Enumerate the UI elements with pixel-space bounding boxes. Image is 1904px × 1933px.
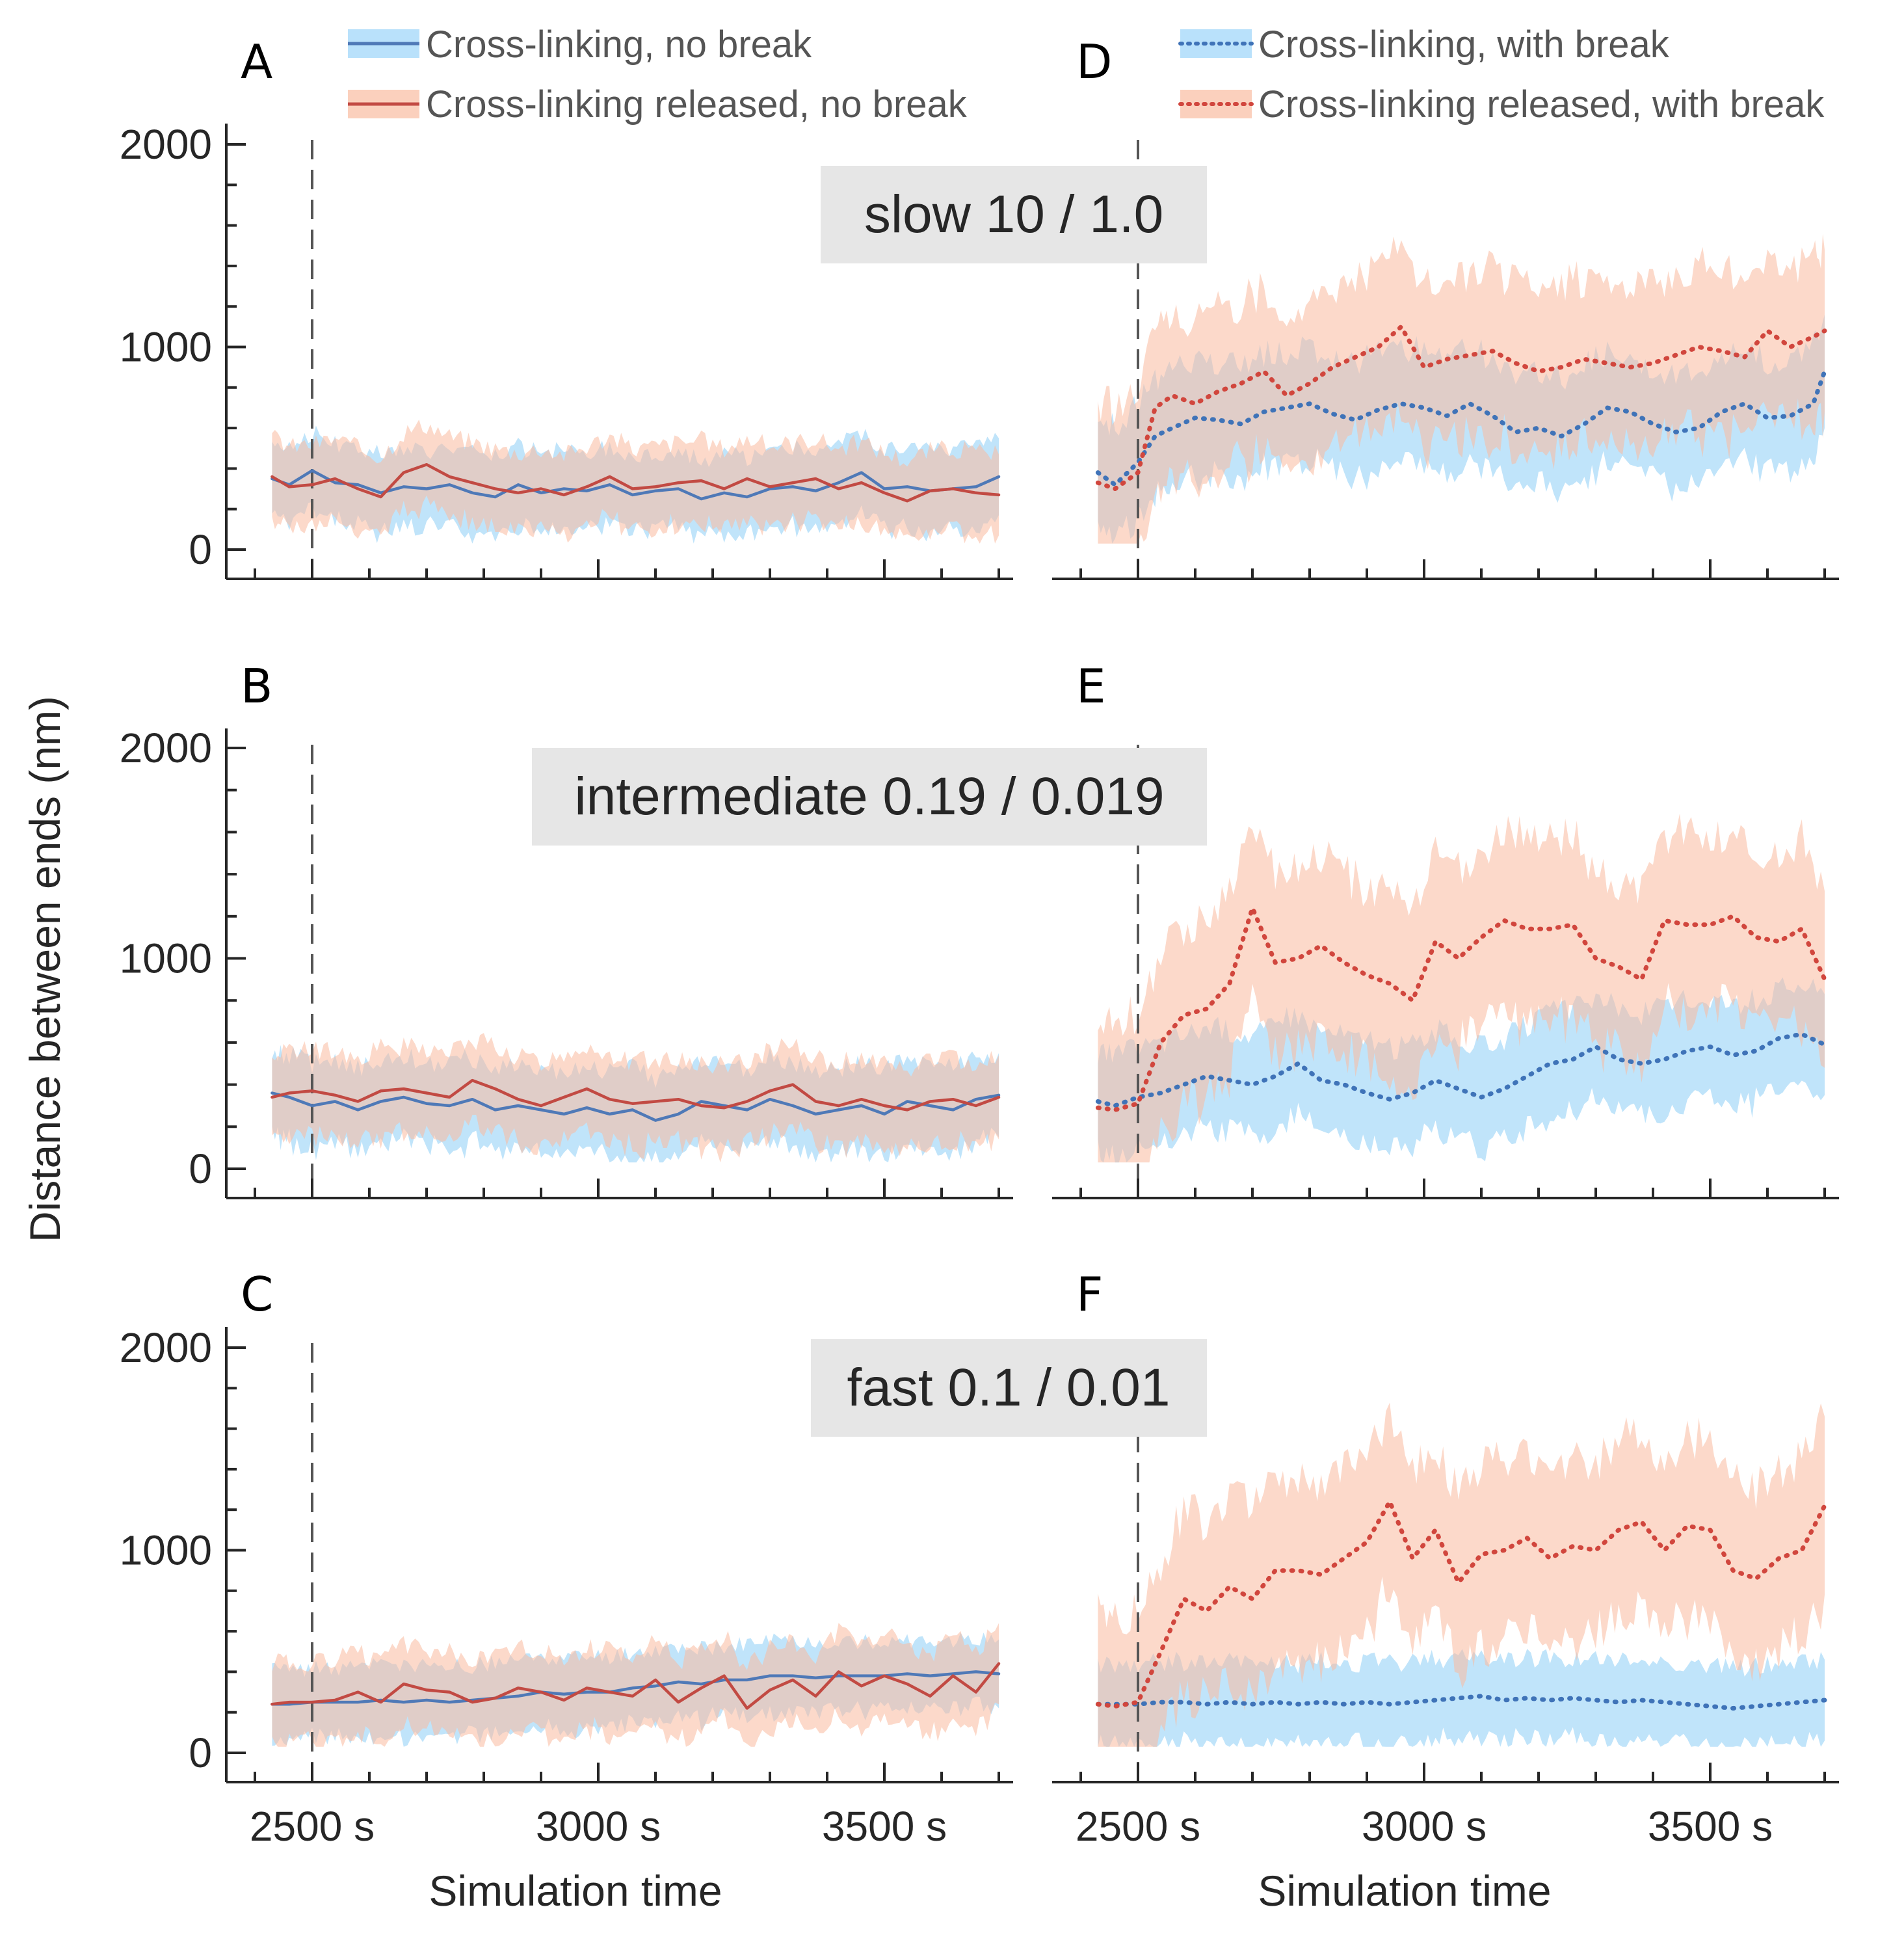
legend-swatch-band	[1180, 29, 1252, 58]
panel-c: C 0 1000 2000 2500 s 3000 s 3500 s	[120, 1267, 1013, 1850]
regime-box	[821, 166, 1207, 263]
panel-d: D	[1052, 34, 1839, 580]
y-tick-label: 0	[189, 1145, 212, 1192]
confidence-band	[1098, 1402, 1825, 1747]
series-line	[1095, 1032, 1827, 1108]
legend-left: Cross-linking, no break Cross-linking re…	[348, 23, 968, 126]
series-line	[1095, 324, 1827, 491]
x-tick-label: 2500 s	[1076, 1803, 1200, 1850]
panel-letter: B	[241, 659, 272, 713]
x-tick-label: 3000 s	[536, 1803, 661, 1850]
x-axis-title-right: Simulation time	[1258, 1867, 1551, 1915]
legend-label: Cross-linking released, no break	[426, 83, 968, 126]
legend-right: Cross-linking, with break Cross-linking …	[1178, 23, 1825, 126]
y-tick-label: 1000	[120, 1527, 212, 1574]
series-line	[1095, 905, 1827, 1112]
series-line	[1095, 369, 1827, 487]
confidence-band	[272, 1623, 999, 1747]
confidence-band	[1098, 233, 1825, 544]
panel-b: B 0 1000 2000	[120, 659, 1013, 1199]
panel-letter: A	[241, 34, 272, 89]
x-axis-title-left: Simulation time	[429, 1867, 722, 1915]
legend-label: Cross-linking released, with break	[1258, 83, 1825, 126]
y-axis-title: Distance between ends (nm)	[21, 696, 69, 1242]
series-line	[271, 1662, 1001, 1710]
regime-label-fast: fast 0.1 / 0.01	[811, 1339, 1207, 1437]
series-line	[271, 1091, 1001, 1122]
series-line	[1095, 1694, 1827, 1711]
confidence-band	[1098, 813, 1825, 1163]
y-tick-label: 0	[189, 1729, 212, 1776]
regime-label-intermediate: intermediate 0.19 / 0.019	[532, 748, 1207, 846]
regime-text: intermediate 0.19 / 0.019	[574, 767, 1164, 826]
x-tick-label: 3500 s	[1648, 1803, 1773, 1850]
legend-label: Cross-linking, with break	[1258, 23, 1670, 66]
regime-text: fast 0.1 / 0.01	[847, 1358, 1170, 1417]
x-tick-label: 2500 s	[250, 1803, 375, 1850]
panel-a: A 0 1000 2000	[120, 34, 1013, 580]
y-tick-label: 1000	[120, 324, 212, 371]
confidence-band	[272, 1033, 999, 1163]
y-tick-label: 2000	[120, 1324, 212, 1371]
series-line	[1095, 1499, 1827, 1709]
legend-swatch-band	[1180, 90, 1252, 118]
series-line	[271, 1078, 1001, 1112]
regime-text: slow 10 / 1.0	[864, 185, 1163, 244]
y-tick-label: 0	[189, 526, 212, 573]
panel-e: E	[1052, 659, 1839, 1199]
panel-letter: E	[1076, 659, 1106, 713]
confidence-band	[272, 420, 999, 544]
regime-label-slow: slow 10 / 1.0	[821, 166, 1207, 263]
regime-box	[811, 1339, 1207, 1437]
panel-f: F 2500 s 3000 s 3500 s	[1052, 1267, 1839, 1850]
legend-label: Cross-linking, no break	[426, 23, 812, 66]
x-tick-label: 3500 s	[822, 1803, 947, 1850]
panel-letter: F	[1076, 1267, 1103, 1322]
panel-letter: D	[1076, 34, 1112, 89]
y-tick-label: 2000	[120, 725, 212, 771]
regime-box	[532, 748, 1207, 846]
y-tick-label: 2000	[120, 121, 212, 168]
series-line	[271, 462, 1001, 503]
x-tick-label: 3000 s	[1362, 1803, 1487, 1850]
panel-letter: C	[241, 1267, 273, 1322]
series-line	[271, 1670, 1001, 1706]
y-tick-label: 1000	[120, 935, 212, 982]
